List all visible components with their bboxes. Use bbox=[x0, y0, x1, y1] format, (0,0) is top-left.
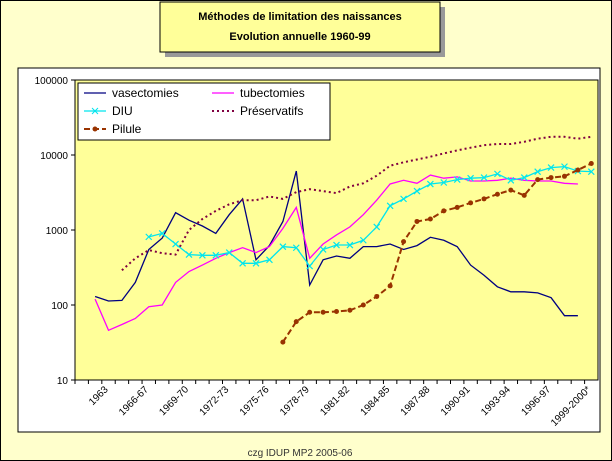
marker bbox=[360, 302, 366, 308]
marker bbox=[225, 249, 233, 257]
marker bbox=[172, 240, 180, 248]
marker bbox=[587, 168, 595, 176]
marker bbox=[481, 196, 487, 202]
footer: czg IDUP MP2 2005-06 bbox=[248, 448, 353, 459]
marker bbox=[467, 174, 475, 182]
marker bbox=[334, 308, 339, 314]
marker bbox=[454, 204, 460, 210]
marker bbox=[320, 309, 326, 315]
chart-subtitle: Evolution annuelle 1960-99 bbox=[229, 31, 370, 43]
legend-label: tubectomies bbox=[240, 86, 305, 100]
y-tick-label: 100000 bbox=[35, 76, 69, 87]
marker bbox=[401, 239, 407, 245]
marker bbox=[548, 175, 554, 181]
series-line bbox=[148, 165, 592, 268]
marker bbox=[212, 251, 220, 259]
series-line bbox=[94, 170, 578, 317]
marker bbox=[480, 174, 488, 182]
marker bbox=[279, 243, 287, 251]
marker bbox=[413, 187, 421, 195]
marker bbox=[280, 339, 286, 345]
marker bbox=[400, 195, 407, 203]
y-tick-label: 10 bbox=[57, 376, 69, 387]
marker bbox=[534, 168, 542, 176]
legend-label: DIU bbox=[112, 104, 133, 118]
marker bbox=[347, 307, 353, 313]
marker bbox=[547, 164, 555, 171]
marker bbox=[158, 230, 166, 237]
marker bbox=[427, 216, 433, 222]
marker bbox=[468, 200, 474, 206]
marker bbox=[198, 251, 206, 259]
marker bbox=[333, 241, 340, 249]
marker bbox=[561, 163, 568, 171]
legend bbox=[77, 82, 331, 141]
marker bbox=[266, 256, 273, 264]
marker bbox=[359, 236, 367, 244]
marker bbox=[508, 187, 514, 193]
marker bbox=[306, 262, 314, 270]
legend-label: Préservatifs bbox=[240, 104, 303, 118]
marker bbox=[588, 161, 594, 167]
legend-label: Pilule bbox=[112, 122, 142, 136]
marker bbox=[346, 241, 354, 249]
y-tick-label: 10000 bbox=[40, 151, 68, 162]
chart-title: Méthodes de limitation des naissances bbox=[198, 11, 402, 23]
legend-marker bbox=[92, 126, 98, 132]
marker bbox=[520, 174, 528, 182]
series-line bbox=[94, 174, 578, 332]
marker bbox=[493, 170, 501, 178]
marker bbox=[307, 309, 313, 315]
marker bbox=[239, 259, 247, 267]
legend-marker bbox=[91, 107, 99, 115]
marker bbox=[414, 218, 420, 224]
marker bbox=[575, 167, 581, 173]
marker bbox=[145, 233, 153, 241]
marker bbox=[387, 283, 393, 289]
marker bbox=[293, 319, 299, 325]
marker bbox=[185, 251, 193, 259]
marker bbox=[494, 191, 500, 197]
marker bbox=[561, 173, 567, 179]
marker bbox=[373, 223, 381, 231]
marker bbox=[521, 192, 527, 198]
legend-label: vasectomies bbox=[112, 86, 179, 100]
marker bbox=[252, 259, 260, 267]
marker bbox=[386, 202, 394, 210]
marker bbox=[440, 179, 448, 186]
marker bbox=[535, 177, 541, 183]
marker bbox=[292, 244, 300, 252]
marker bbox=[441, 208, 447, 214]
title-box bbox=[159, 1, 441, 53]
marker bbox=[426, 180, 434, 188]
marker bbox=[319, 246, 327, 253]
marker bbox=[374, 293, 380, 299]
y-tick-label: 1000 bbox=[46, 226, 69, 237]
marker bbox=[453, 176, 461, 184]
y-tick-label: 100 bbox=[51, 301, 68, 312]
marker bbox=[507, 176, 515, 184]
